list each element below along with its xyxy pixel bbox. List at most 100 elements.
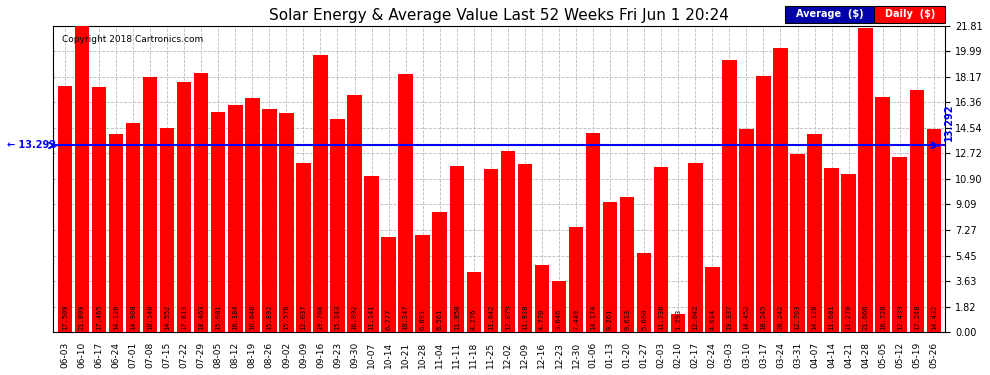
- Text: 14.432: 14.432: [931, 304, 937, 330]
- Text: 11.736: 11.736: [658, 304, 664, 330]
- Text: 18.347: 18.347: [403, 304, 409, 330]
- Text: 17.509: 17.509: [62, 304, 68, 330]
- Text: 14.908: 14.908: [130, 304, 136, 330]
- Bar: [416, 235, 430, 332]
- Bar: [160, 128, 174, 332]
- Text: 11.681: 11.681: [829, 304, 835, 330]
- Bar: [705, 267, 720, 332]
- Text: 12.042: 12.042: [692, 304, 698, 330]
- Text: ← 13.292: ← 13.292: [7, 140, 56, 150]
- Bar: [296, 163, 311, 332]
- Bar: [483, 168, 498, 332]
- Bar: [807, 134, 822, 332]
- Text: 11.858: 11.858: [453, 304, 459, 330]
- Bar: [637, 253, 651, 332]
- FancyBboxPatch shape: [874, 6, 945, 22]
- Text: 21.666: 21.666: [862, 304, 868, 330]
- Text: 9.261: 9.261: [607, 309, 613, 330]
- Text: 6.777: 6.777: [386, 309, 392, 330]
- Bar: [279, 113, 294, 332]
- Text: 15.576: 15.576: [283, 304, 289, 330]
- Bar: [722, 60, 737, 332]
- Bar: [331, 119, 345, 332]
- Bar: [177, 82, 191, 332]
- Bar: [603, 202, 618, 332]
- Bar: [825, 168, 839, 332]
- Text: 14.452: 14.452: [743, 304, 749, 330]
- Bar: [449, 165, 464, 332]
- Bar: [756, 76, 770, 332]
- Text: 18.140: 18.140: [148, 304, 153, 330]
- Bar: [57, 86, 72, 332]
- Text: 12.439: 12.439: [897, 304, 903, 330]
- Text: 17.813: 17.813: [181, 304, 187, 330]
- Text: 7.449: 7.449: [573, 309, 579, 330]
- Bar: [518, 164, 533, 332]
- Text: 13.292: 13.292: [944, 104, 954, 141]
- Bar: [875, 97, 890, 332]
- Text: 18.463: 18.463: [198, 304, 204, 330]
- Text: 1.293: 1.293: [675, 309, 681, 330]
- Bar: [910, 90, 924, 332]
- Bar: [313, 55, 328, 332]
- Bar: [194, 73, 209, 332]
- Bar: [501, 151, 515, 332]
- Bar: [551, 281, 566, 332]
- Bar: [927, 129, 941, 332]
- Bar: [790, 154, 805, 332]
- Text: 4.770: 4.770: [539, 309, 545, 330]
- Bar: [433, 212, 446, 332]
- Text: 12.703: 12.703: [795, 304, 801, 330]
- Bar: [620, 197, 635, 332]
- Text: 12.879: 12.879: [505, 304, 511, 330]
- Text: 11.141: 11.141: [368, 304, 374, 330]
- Bar: [347, 95, 361, 332]
- Bar: [466, 272, 481, 332]
- Text: 14.174: 14.174: [590, 304, 596, 330]
- Text: 16.728: 16.728: [880, 304, 886, 330]
- Bar: [364, 176, 379, 332]
- Text: 17.465: 17.465: [96, 304, 102, 330]
- Text: 19.337: 19.337: [727, 304, 733, 330]
- Title: Solar Energy & Average Value Last 52 Weeks Fri Jun 1 20:24: Solar Energy & Average Value Last 52 Wee…: [269, 8, 730, 23]
- Bar: [398, 74, 413, 332]
- Text: 9.613: 9.613: [624, 309, 630, 330]
- Bar: [143, 77, 157, 332]
- Bar: [92, 87, 106, 332]
- Bar: [586, 133, 600, 332]
- Text: 16.648: 16.648: [249, 304, 255, 330]
- Text: 14.128: 14.128: [812, 304, 818, 330]
- Text: 16.184: 16.184: [233, 304, 239, 330]
- Text: 4.614: 4.614: [709, 309, 716, 330]
- Bar: [535, 265, 549, 332]
- Bar: [654, 167, 668, 332]
- Bar: [228, 105, 243, 332]
- Text: Copyright 2018 Cartronics.com: Copyright 2018 Cartronics.com: [62, 35, 203, 44]
- Bar: [262, 109, 276, 332]
- Bar: [109, 134, 124, 332]
- Bar: [740, 129, 753, 332]
- Text: 11.938: 11.938: [522, 304, 528, 330]
- Bar: [842, 174, 856, 332]
- Text: 11.642: 11.642: [488, 304, 494, 330]
- Bar: [893, 158, 907, 332]
- Text: 21.809: 21.809: [79, 304, 85, 330]
- Bar: [126, 123, 141, 332]
- Bar: [671, 314, 685, 332]
- Text: 18.245: 18.245: [760, 304, 766, 330]
- Bar: [211, 112, 226, 332]
- Bar: [858, 28, 873, 332]
- Text: 15.143: 15.143: [335, 304, 341, 330]
- FancyBboxPatch shape: [785, 6, 874, 22]
- Text: 20.242: 20.242: [777, 304, 783, 330]
- Text: 5.660: 5.660: [642, 309, 647, 330]
- Text: Daily  ($): Daily ($): [885, 9, 935, 19]
- Text: 17.248: 17.248: [914, 304, 920, 330]
- Text: 6.891: 6.891: [420, 309, 426, 330]
- Text: 8.561: 8.561: [437, 309, 443, 330]
- Text: 15.681: 15.681: [215, 304, 221, 330]
- Bar: [688, 163, 703, 332]
- Bar: [74, 26, 89, 332]
- Text: 19.708: 19.708: [318, 304, 324, 330]
- Bar: [381, 237, 396, 332]
